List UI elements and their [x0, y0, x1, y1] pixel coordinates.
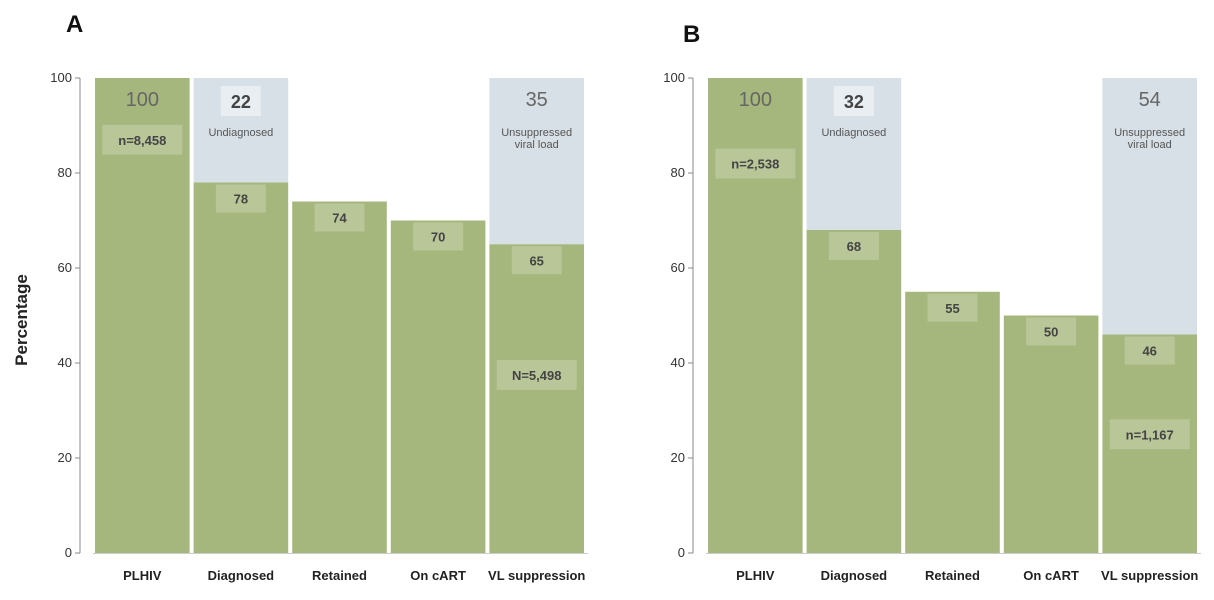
gap-value-label: 35: [526, 89, 548, 111]
y-axis-label: Percentage: [12, 274, 31, 366]
bar-value-label: 74: [332, 211, 347, 226]
n-label-box: [496, 359, 577, 390]
bar-value-label: 65: [529, 253, 543, 268]
panel-b: B 0 20 40 60 80 100 PLHIV Diagnosed Retained On cA…: [663, 21, 1201, 583]
gap-value-box: [220, 86, 261, 116]
y-tick-label: 80: [58, 165, 72, 180]
y-tick-label: 40: [58, 355, 72, 370]
n-label: n=1,167: [1126, 427, 1174, 442]
bar-value-label: 78: [234, 192, 248, 207]
n-label: n=8,458: [118, 133, 166, 148]
bar: [1003, 315, 1099, 553]
gap-value-label: 32: [844, 92, 864, 112]
gap-text-label: Undiagnosed: [208, 127, 273, 139]
bar-value-box: [1124, 336, 1175, 365]
x-tick-label: VL suppression: [1101, 568, 1198, 583]
panel-letter: A: [66, 11, 83, 38]
bar-value-label: 70: [431, 230, 445, 245]
gap-value-box: [833, 86, 874, 116]
y-tick-label: 60: [671, 260, 685, 275]
bar-value-box: [413, 222, 464, 251]
y-tick-label: 20: [671, 450, 685, 465]
bar-value-box: [927, 293, 978, 322]
bar-value-box: [314, 203, 365, 232]
x-tick-label: Retained: [312, 568, 367, 583]
gap-bar: [1102, 78, 1197, 335]
gap-text-label: viral load: [515, 139, 559, 151]
bar: [292, 201, 387, 553]
gap-value-label: 54: [1139, 89, 1161, 111]
bar-value-box: [215, 184, 266, 213]
y-tick-label: 60: [58, 260, 72, 275]
bar: [193, 182, 289, 553]
bar-value-label: 55: [945, 301, 959, 316]
gap-text-label: Unsuppressed: [501, 127, 572, 139]
y-tick-label: 100: [50, 70, 72, 85]
bar-value-label: 68: [847, 239, 861, 254]
y-tick-label: 80: [671, 165, 685, 180]
gap-text-label: viral load: [1128, 139, 1172, 151]
n-label-box: [102, 124, 183, 155]
bar-value-box: [828, 232, 879, 260]
n-label: n=2,538: [731, 157, 779, 172]
y-tick-label: 100: [663, 70, 685, 85]
n-label: N=5,498: [512, 368, 562, 383]
x-tick-label: Diagnosed: [821, 568, 888, 583]
y-tick-label: 40: [671, 355, 685, 370]
x-tick-label: On cART: [1023, 568, 1079, 583]
n-label-box: [715, 148, 796, 179]
y-tick-label: 0: [678, 545, 685, 560]
bar: [95, 78, 190, 553]
bar-value-label: 100: [126, 89, 159, 111]
x-tick-label: PLHIV: [736, 568, 775, 583]
bar-value-box: [1026, 317, 1077, 346]
panel-letter: B: [683, 21, 700, 48]
gap-text-label: Undiagnosed: [821, 127, 886, 139]
x-tick-label: PLHIV: [123, 568, 162, 583]
gap-value-label: 22: [231, 92, 251, 112]
bar-value-label: 100: [739, 89, 772, 111]
bar-value-label: 46: [1142, 344, 1156, 359]
bar: [806, 230, 902, 553]
x-tick-label: Retained: [925, 568, 980, 583]
bar-value-box: [511, 246, 562, 275]
gap-text-label: Unsuppressed: [1114, 127, 1185, 139]
bar-value-label: 50: [1044, 325, 1058, 340]
x-tick-label: Diagnosed: [208, 568, 275, 583]
bar: [489, 244, 584, 553]
n-label-box: [1109, 419, 1190, 450]
y-tick-label: 0: [65, 545, 72, 560]
y-tick-label: 20: [58, 450, 72, 465]
gap-bar: [489, 78, 584, 245]
x-tick-label: VL suppression: [488, 568, 585, 583]
bar: [390, 220, 486, 553]
bar: [905, 291, 1000, 553]
x-tick-label: On cART: [410, 568, 466, 583]
panel-a: A 0 20 40 60 80 100 PLHIV Diagnosed Retained On cA…: [50, 11, 588, 583]
